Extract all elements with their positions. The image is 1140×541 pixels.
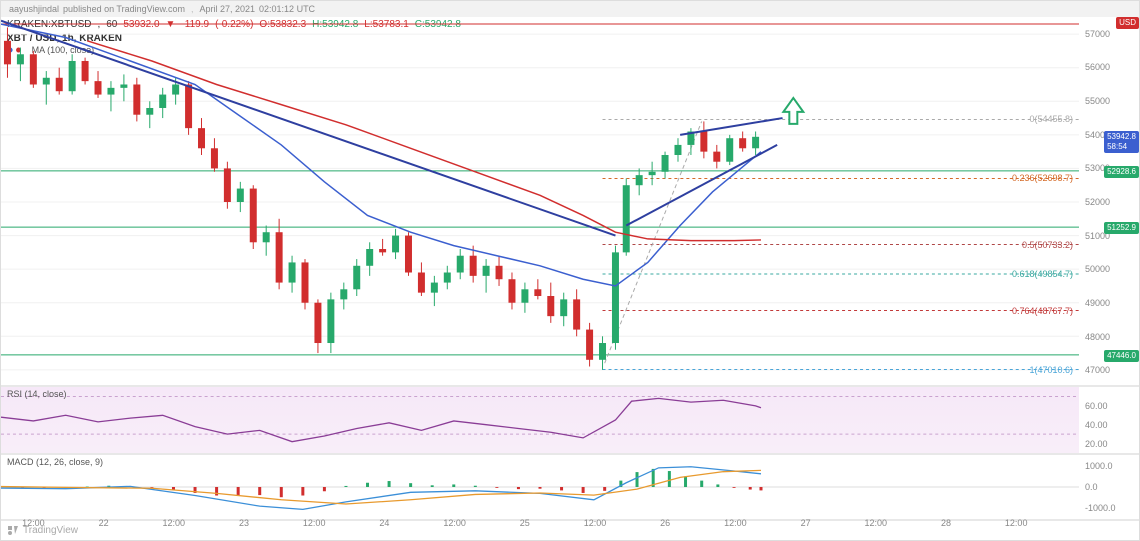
header-date: April 27, 2021: [199, 4, 255, 14]
macd-pane[interactable]: MACD (12, 26, close, 9): [1, 455, 1079, 519]
published-on: published on TradingView.com: [63, 4, 185, 14]
chart-container: aayushjindal published on TradingView.co…: [0, 0, 1140, 541]
yaxis-rsi: 20.0040.0060.00: [1079, 387, 1139, 453]
time-axis: 12:002212:002312:002412:002512:002612:00…: [1, 518, 1079, 532]
header-time: 02:01:12 UTC: [259, 4, 315, 14]
sep: ,: [191, 4, 194, 14]
tv-logo-text: TradingView: [23, 525, 78, 536]
author: aayushjindal: [9, 4, 59, 14]
rsi-svg: [1, 387, 1079, 453]
main-pane[interactable]: [1, 17, 1079, 387]
yaxis-macd: -1000.00.01000.0: [1079, 455, 1139, 519]
tradingview-logo: TradingView: [7, 524, 78, 536]
macd-title: MACD (12, 26, close, 9): [7, 457, 103, 467]
macd-svg: [1, 455, 1079, 519]
header-bar: aayushjindal published on TradingView.co…: [1, 1, 1139, 17]
main-svg: [1, 17, 1079, 387]
tv-logo-icon: [7, 524, 19, 536]
rsi-pane[interactable]: RSI (14, close): [1, 387, 1079, 453]
rsi-title: RSI (14, close): [7, 389, 67, 399]
yaxis-main: 4700048000490005000051000520005300054000…: [1079, 17, 1139, 387]
